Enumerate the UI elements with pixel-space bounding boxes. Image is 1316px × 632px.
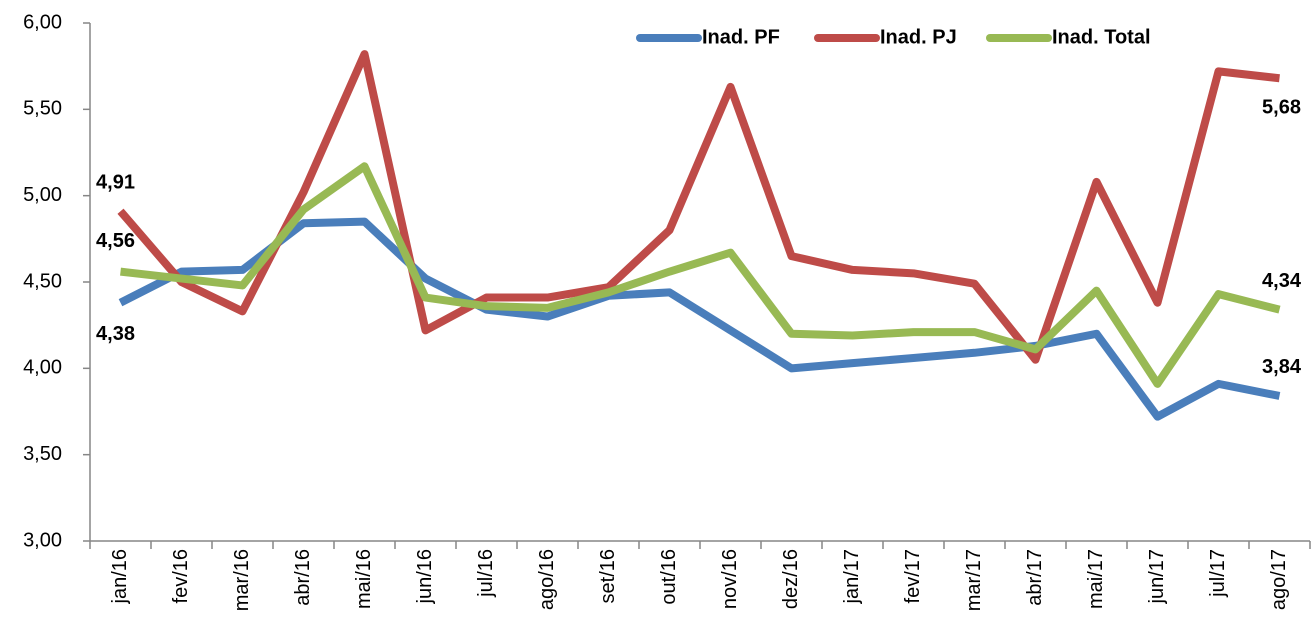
y-tick-label: 5,50 <box>23 98 62 120</box>
data-label: 4,34 <box>1262 270 1302 292</box>
x-tick-label: nov/16 <box>719 549 741 609</box>
y-tick-label: 6,00 <box>23 11 62 33</box>
x-tick-label: mai/17 <box>1085 549 1107 609</box>
x-tick-label: set/16 <box>597 549 619 603</box>
data-label: 5,68 <box>1262 97 1301 119</box>
x-tick-label: fev/16 <box>170 549 192 603</box>
x-tick-label: jun/17 <box>1146 549 1168 605</box>
x-tick-label: ago/16 <box>536 549 558 610</box>
y-tick-label: 4,00 <box>23 357 62 379</box>
data-label: 4,91 <box>96 171 135 193</box>
data-label: 3,84 <box>1262 356 1302 378</box>
legend-label: Inad. Total <box>1052 26 1151 48</box>
x-tick-label: jul/16 <box>475 549 497 598</box>
x-tick-label: jan/16 <box>109 549 131 605</box>
x-tick-label: jan/17 <box>841 549 863 605</box>
series-line <box>118 217 1281 421</box>
series-line <box>120 162 1281 388</box>
x-tick-label: jul/17 <box>1207 549 1229 598</box>
data-label: 4,38 <box>96 323 135 345</box>
x-tick-label: fev/17 <box>902 549 924 603</box>
legend-label: Inad. PF <box>702 26 780 48</box>
legend-label: Inad. PJ <box>880 26 957 48</box>
x-tick-label: mar/16 <box>231 549 253 611</box>
x-tick-label: ago/17 <box>1268 549 1290 610</box>
x-tick-label: mar/17 <box>963 549 985 611</box>
data-label: 4,56 <box>96 230 135 252</box>
x-tick-label: abr/16 <box>292 549 314 606</box>
x-tick-label: abr/17 <box>1024 549 1046 606</box>
series-line <box>117 50 1280 364</box>
y-tick-label: 4,50 <box>23 270 62 292</box>
x-tick-label: out/16 <box>658 549 680 605</box>
x-tick-label: jun/16 <box>414 549 436 605</box>
y-tick-label: 5,00 <box>23 184 62 206</box>
x-tick-label: dez/16 <box>780 549 802 609</box>
y-tick-label: 3,00 <box>23 529 62 551</box>
x-tick-label: mai/16 <box>353 549 375 609</box>
y-tick-label: 3,50 <box>23 443 62 465</box>
